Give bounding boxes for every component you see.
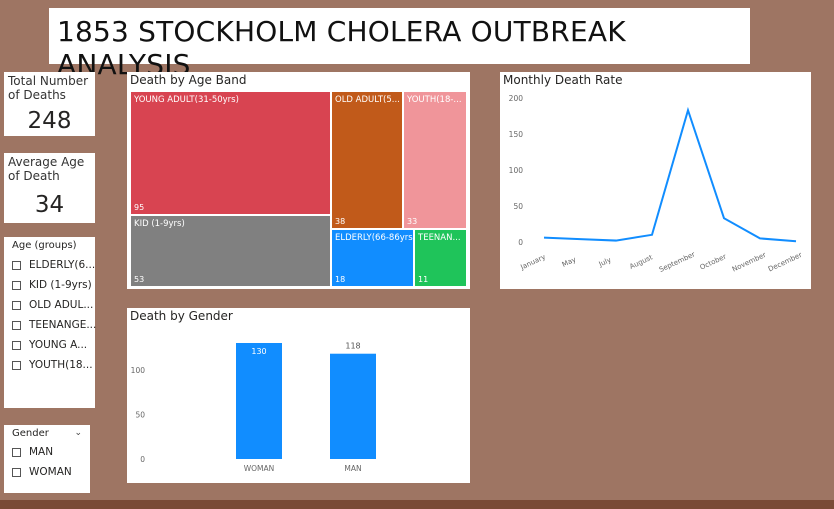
average-age-label: Average Age of Death: [8, 155, 85, 183]
bar-chart: 0 50 100 130 WOMAN 118 MAN: [131, 342, 376, 473]
y-tick-label: 50: [513, 202, 523, 211]
gender-slicer-item-0[interactable]: MAN: [12, 446, 53, 458]
age-slicer-item-3[interactable]: TEENANGE...: [12, 319, 96, 331]
treemap-title: Death by Age Band: [130, 73, 247, 87]
bottom-page-bar: [0, 500, 834, 509]
treemap-cell-value: 53: [134, 275, 145, 284]
y-tick-label: 150: [509, 130, 524, 139]
slicer-item-label: KID (1-9yrs): [29, 279, 92, 291]
treemap-cell[interactable]: YOUTH(18-... 33: [403, 91, 467, 229]
age-slicer-item-2[interactable]: OLD ADUL...: [12, 299, 93, 311]
line-chart-title: Monthly Death Rate: [503, 73, 623, 87]
x-tick-label: August: [628, 253, 654, 271]
report-title-card: 1853 STOCKHOLM CHOLERA OUTBREAK ANALYSIS: [49, 8, 750, 81]
treemap-cell[interactable]: OLD ADULT(5... 38: [331, 91, 403, 229]
checkbox-icon[interactable]: [12, 320, 21, 330]
total-deaths-card[interactable]: Total Number of Deaths 248: [4, 72, 95, 136]
treemap-cell-label: YOUTH(18-...: [407, 95, 462, 105]
x-tick-label: May: [561, 256, 578, 269]
slicer-item-label: YOUTH(18...: [29, 359, 93, 371]
treemap-cell-value: 95: [134, 203, 145, 212]
treemap-cell-value: 38: [335, 217, 346, 226]
checkbox-icon[interactable]: [12, 447, 21, 457]
age-slicer-item-0[interactable]: ELDERLY(6...: [12, 259, 95, 271]
treemap-cell-label: OLD ADULT(5...: [335, 95, 400, 105]
y-tick-label: 100: [509, 166, 524, 175]
treemap-cell[interactable]: TEENAN... 11: [414, 229, 467, 287]
age-slicer-item-1[interactable]: KID (1-9yrs): [12, 279, 92, 291]
treemap-cell-label: ELDERLY(66-86yrs): [335, 233, 414, 243]
x-tick-label: September: [658, 250, 697, 274]
age-groups-slicer-title: Age (groups): [12, 240, 77, 251]
age-groups-slicer[interactable]: Age (groups) ELDERLY(6... KID (1-9yrs) OLD…: [4, 237, 96, 408]
slicer-item-label: MAN: [29, 446, 54, 458]
x-tick-label: October: [699, 253, 728, 272]
treemap-visual[interactable]: Death by Age Band YOUNG ADULT(31-50yrs) 9…: [127, 72, 470, 289]
treemap-cell-value: 33: [407, 217, 418, 226]
total-deaths-value: 248: [27, 108, 72, 134]
x-tick-label: November: [731, 251, 767, 274]
slicer-item-label: WOMAN: [29, 466, 72, 478]
gender-slicer-item-1[interactable]: WOMAN: [12, 466, 72, 478]
slicer-item-label: YOUNG A...: [29, 339, 88, 351]
checkbox-icon[interactable]: [12, 300, 21, 310]
treemap-cell-label: TEENAN...: [418, 233, 461, 243]
y-tick-label: 200: [509, 94, 524, 103]
slicer-item-label: ELDERLY(6...: [29, 259, 96, 271]
average-age-card[interactable]: Average Age of Death 34: [4, 153, 95, 223]
y-tick-label: 50: [135, 410, 145, 419]
y-tick-label: 0: [140, 455, 145, 464]
treemap-cell-label: KID (1-9yrs): [134, 219, 185, 229]
treemap-cell-value: 18: [335, 275, 346, 284]
slicer-item-label: TEENANGE...: [29, 319, 97, 331]
age-slicer-item-4[interactable]: YOUNG A...: [12, 339, 87, 351]
report-title: 1853 STOCKHOLM CHOLERA OUTBREAK ANALYSIS: [57, 15, 626, 81]
total-deaths-label: Total Number of Deaths: [8, 74, 89, 102]
x-tick-label: July: [597, 256, 613, 269]
checkbox-icon[interactable]: [12, 360, 21, 370]
x-tick-label: January: [519, 253, 547, 272]
bar-chart-title: Death by Gender: [130, 309, 233, 323]
average-age-value: 34: [34, 192, 65, 218]
bar[interactable]: [330, 353, 376, 459]
treemap-cell-label: YOUNG ADULT(31-50yrs): [134, 95, 239, 105]
age-slicer-item-5[interactable]: YOUTH(18...: [12, 359, 93, 371]
checkbox-icon[interactable]: [12, 340, 21, 350]
line-chart: 0 50 100 150 200 January May July August Septembe…: [509, 94, 804, 274]
death-by-gender-visual[interactable]: Death by Gender 0 50 100 130 WOMAN 118 MAN: [127, 308, 470, 483]
chevron-down-icon[interactable]: ⌄: [74, 428, 82, 438]
checkbox-icon[interactable]: [12, 260, 21, 270]
treemap-cell[interactable]: ELDERLY(66-86yrs) 18: [331, 229, 414, 287]
treemap-cell-value: 11: [418, 275, 429, 284]
treemap-cell[interactable]: YOUNG ADULT(31-50yrs) 95: [130, 91, 331, 215]
checkbox-icon[interactable]: [12, 280, 21, 290]
gender-slicer-title: Gender: [12, 428, 49, 439]
checkbox-icon[interactable]: [12, 467, 21, 477]
bar[interactable]: [236, 343, 282, 459]
x-tick-label: MAN: [344, 464, 361, 473]
monthly-death-rate-visual[interactable]: Monthly Death Rate 0 50 100 150 200 January Ma…: [500, 72, 811, 289]
x-tick-label: December: [767, 251, 803, 274]
gender-slicer[interactable]: Gender ⌄ MAN WOMAN: [4, 425, 90, 493]
bar-data-label: 130: [251, 347, 266, 356]
treemap-cell[interactable]: KID (1-9yrs) 53: [130, 215, 331, 287]
y-tick-label: 0: [518, 238, 523, 247]
slicer-item-label: OLD ADUL...: [29, 299, 94, 311]
bar-data-label: 118: [345, 342, 360, 351]
x-tick-label: WOMAN: [244, 464, 275, 473]
y-tick-label: 100: [131, 366, 146, 375]
series-line[interactable]: [543, 106, 797, 243]
